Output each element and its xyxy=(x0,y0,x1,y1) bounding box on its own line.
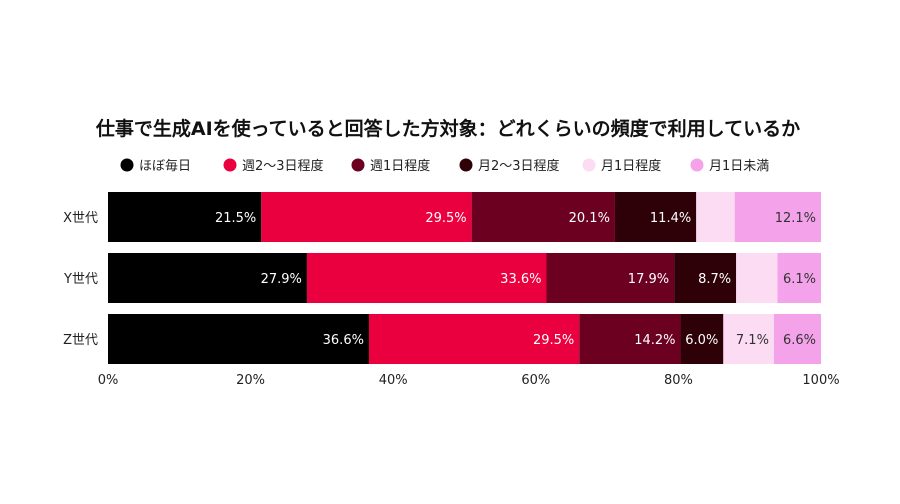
bar-segment xyxy=(108,253,307,303)
y-axis: X世代 Y世代 Z世代 xyxy=(63,211,98,348)
data-label: 29.5% xyxy=(425,211,466,226)
legend-label: 月1日未満 xyxy=(709,159,769,174)
data-label: 6.1% xyxy=(783,272,816,287)
data-label: 6.6% xyxy=(783,333,816,348)
bar-segment xyxy=(614,192,697,242)
legend-label: ほぼ毎日 xyxy=(139,158,191,174)
bar-segment xyxy=(723,314,774,364)
legend-swatch xyxy=(120,158,134,172)
bar-segment xyxy=(471,192,615,242)
legend-item: ほぼ毎日 xyxy=(120,158,191,174)
bars: 21.5% 29.5% 20.1% 11.4% 12.1% 27.9% 33.6% 17.9%… xyxy=(108,192,821,364)
data-label: 27.9% xyxy=(261,272,302,287)
x-tick-label: 80% xyxy=(664,373,693,388)
bar-segment xyxy=(108,192,262,242)
data-label: 36.6% xyxy=(323,333,364,348)
data-label: 12.1% xyxy=(775,211,816,226)
x-tick-label: 40% xyxy=(379,373,408,388)
legend-label: 週1日程度 xyxy=(370,158,430,174)
bar-segment xyxy=(674,253,737,303)
legend-swatch xyxy=(690,158,704,172)
bar-segment xyxy=(696,192,735,242)
legend-item: 月1日程度 xyxy=(582,158,661,174)
legend: ほぼ毎日 週2〜3日程度 週1日程度 月2〜3日程度 月1日程度 月1日未満 xyxy=(120,158,769,174)
data-label: 11.4% xyxy=(650,211,691,226)
data-label: 21.5% xyxy=(215,211,256,226)
bar-segment xyxy=(736,253,778,303)
category-label: X世代 xyxy=(63,211,98,226)
bar-segment xyxy=(108,314,369,364)
bar-segment xyxy=(546,253,675,303)
data-label: 33.6% xyxy=(500,272,541,287)
category-label: Z世代 xyxy=(63,333,98,348)
bar-segment xyxy=(368,314,580,364)
data-label: 29.5% xyxy=(533,333,574,348)
legend-item: 月2〜3日程度 xyxy=(459,158,560,174)
x-tick-label: 0% xyxy=(98,373,119,388)
data-label: 8.7% xyxy=(698,272,731,287)
x-axis: 0% 20% 40% 60% 80% 100% xyxy=(98,373,840,388)
data-label: 7.1% xyxy=(736,333,769,348)
category-label: Y世代 xyxy=(63,272,98,287)
x-tick-label: 20% xyxy=(236,373,265,388)
legend-label: 週2〜3日程度 xyxy=(242,158,324,174)
data-label: 6.0% xyxy=(685,333,718,348)
legend-swatch xyxy=(582,158,596,172)
chart-title: 仕事で生成AIを使っていると回答した方対象：どれくらいの頻度で利用しているか xyxy=(95,117,800,140)
data-label: 14.2% xyxy=(634,333,675,348)
legend-label: 月2〜3日程度 xyxy=(478,158,560,174)
bar-segment xyxy=(579,314,681,364)
x-tick-label: 100% xyxy=(802,373,839,388)
data-label: 20.1% xyxy=(569,211,610,226)
legend-item: 月1日未満 xyxy=(690,158,769,174)
data-label: 17.9% xyxy=(628,272,669,287)
bar-segment xyxy=(773,314,821,364)
legend-swatch xyxy=(351,158,365,172)
legend-swatch xyxy=(223,158,237,172)
legend-label: 月1日程度 xyxy=(601,158,661,174)
bar-segment xyxy=(734,192,821,242)
x-tick-label: 60% xyxy=(521,373,550,388)
bar-segment xyxy=(261,192,472,242)
legend-swatch xyxy=(459,158,473,172)
legend-item: 週1日程度 xyxy=(351,158,430,174)
bar-segment xyxy=(777,253,821,303)
bar-segment xyxy=(306,253,547,303)
bar-segment xyxy=(680,314,724,364)
legend-item: 週2〜3日程度 xyxy=(223,158,324,174)
